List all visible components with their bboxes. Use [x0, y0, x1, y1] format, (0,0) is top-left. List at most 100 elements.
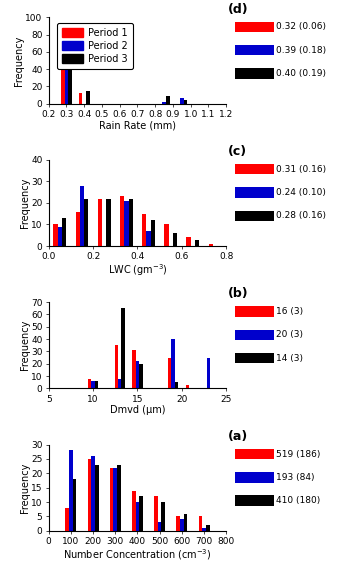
Bar [147, 231, 151, 246]
Text: 193 (84): 193 (84) [276, 473, 314, 482]
Bar [184, 100, 188, 104]
Text: (b): (b) [228, 287, 248, 301]
Bar [124, 201, 128, 246]
X-axis label: Rain Rate (mm): Rain Rate (mm) [99, 120, 176, 130]
FancyBboxPatch shape [235, 496, 274, 506]
Text: 0.24 (0.10): 0.24 (0.10) [276, 188, 326, 197]
Bar [76, 212, 80, 246]
Bar [68, 40, 72, 104]
Text: (d): (d) [228, 2, 248, 16]
Y-axis label: Frequency: Frequency [14, 35, 24, 85]
Bar [198, 516, 202, 531]
FancyBboxPatch shape [235, 353, 274, 364]
Bar [162, 102, 166, 104]
Bar [175, 383, 178, 388]
Bar [65, 38, 68, 104]
FancyBboxPatch shape [235, 188, 274, 198]
Bar [171, 339, 175, 388]
Bar [88, 379, 92, 388]
Bar [139, 364, 143, 388]
Bar [158, 522, 161, 531]
Bar [136, 502, 139, 531]
Bar [176, 516, 180, 531]
Bar [95, 381, 98, 388]
Text: (c): (c) [228, 145, 247, 158]
X-axis label: Dmvd (μm): Dmvd (μm) [110, 405, 165, 415]
Text: 0.28 (0.16): 0.28 (0.16) [276, 211, 326, 220]
FancyBboxPatch shape [235, 329, 274, 340]
Bar [128, 198, 133, 246]
Bar [185, 385, 189, 388]
Bar [65, 508, 69, 531]
Bar [113, 467, 117, 531]
Bar [132, 350, 136, 388]
Bar [114, 345, 118, 388]
Bar [136, 361, 139, 388]
Bar [62, 218, 66, 246]
Bar [139, 496, 143, 531]
Y-axis label: Frequency: Frequency [19, 463, 30, 513]
Bar [53, 224, 58, 246]
Bar [187, 237, 191, 246]
Bar [184, 514, 187, 531]
Bar [195, 239, 199, 246]
Text: 16 (3): 16 (3) [276, 307, 303, 316]
Bar [121, 308, 125, 388]
FancyBboxPatch shape [235, 45, 274, 55]
Text: 519 (186): 519 (186) [276, 449, 320, 459]
Bar [84, 198, 88, 246]
Bar [208, 244, 213, 246]
Bar [95, 464, 98, 531]
Bar [80, 186, 84, 246]
Bar [154, 496, 158, 531]
Text: 410 (180): 410 (180) [276, 496, 320, 505]
Bar [161, 502, 165, 531]
X-axis label: Number Concentration (cm$^{-3}$): Number Concentration (cm$^{-3}$) [63, 548, 212, 562]
X-axis label: LWC (gm$^{-3}$): LWC (gm$^{-3}$) [108, 263, 167, 279]
Bar [180, 519, 184, 531]
Bar [98, 198, 102, 246]
Bar [88, 459, 91, 531]
Bar [207, 358, 210, 388]
Bar [110, 467, 113, 531]
Bar [151, 220, 155, 246]
Bar [202, 528, 206, 531]
Bar [166, 96, 170, 104]
Bar [168, 358, 171, 388]
FancyBboxPatch shape [235, 21, 274, 32]
Bar [58, 227, 62, 246]
Text: 20 (3): 20 (3) [276, 331, 303, 339]
Y-axis label: Frequency: Frequency [19, 178, 30, 228]
Text: 0.40 (0.19): 0.40 (0.19) [276, 69, 326, 78]
FancyBboxPatch shape [235, 449, 274, 459]
Bar [180, 99, 184, 104]
FancyBboxPatch shape [235, 306, 274, 317]
Bar [132, 490, 136, 531]
Text: (a): (a) [228, 430, 248, 443]
Bar [173, 233, 177, 246]
Bar [86, 91, 90, 104]
Bar [69, 450, 73, 531]
Bar [164, 224, 168, 246]
Bar [73, 479, 77, 531]
Text: 0.39 (0.18): 0.39 (0.18) [276, 46, 326, 55]
Y-axis label: Frequency: Frequency [19, 320, 30, 370]
Text: 14 (3): 14 (3) [276, 354, 303, 363]
Bar [79, 93, 82, 104]
Bar [91, 456, 95, 531]
FancyBboxPatch shape [235, 68, 274, 78]
FancyBboxPatch shape [235, 472, 274, 482]
Bar [142, 213, 147, 246]
Bar [120, 196, 124, 246]
Bar [61, 27, 65, 104]
Bar [206, 525, 209, 531]
Bar [118, 379, 121, 388]
Text: 0.32 (0.06): 0.32 (0.06) [276, 23, 326, 31]
Bar [106, 198, 111, 246]
Legend: Period 1, Period 2, Period 3: Period 1, Period 2, Period 3 [57, 23, 133, 69]
Bar [117, 464, 121, 531]
Text: 0.31 (0.16): 0.31 (0.16) [276, 164, 326, 174]
Bar [92, 381, 95, 388]
FancyBboxPatch shape [235, 164, 274, 174]
FancyBboxPatch shape [235, 211, 274, 221]
